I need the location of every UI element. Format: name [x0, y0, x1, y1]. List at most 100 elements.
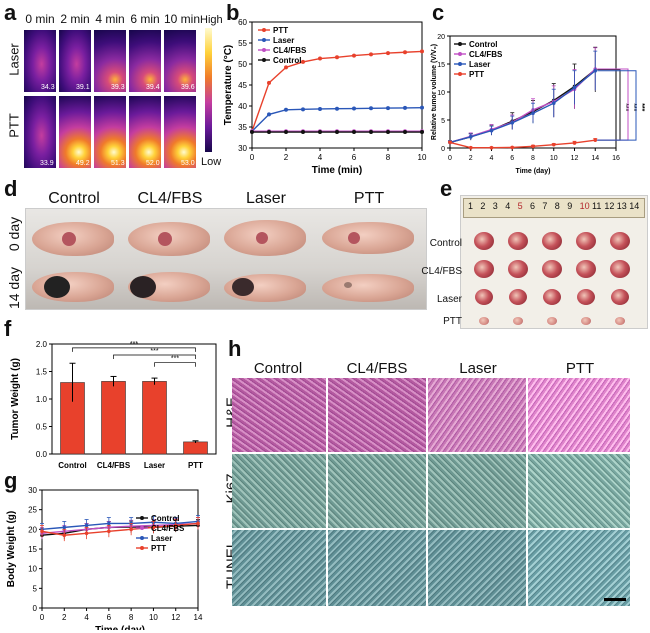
y-tick-label: 1.0	[36, 395, 48, 404]
legend-marker-laser	[458, 62, 462, 66]
scale-high-label: High	[200, 14, 223, 26]
y-tick-label: 15	[28, 545, 37, 554]
data-point-control	[352, 130, 356, 135]
x-tick-label: 4	[84, 613, 89, 622]
ruler-number: 4	[505, 201, 511, 211]
significance-bracket	[597, 69, 621, 141]
data-point-ptt	[173, 523, 178, 528]
color-scale-bar	[205, 28, 212, 152]
x-tick-label: 8	[386, 153, 391, 162]
y-tick-label: 2.0	[36, 340, 48, 349]
x-tick-label: 2	[62, 613, 67, 622]
x-tick-label: 10	[149, 613, 158, 622]
panel-label-d: d	[4, 176, 18, 201]
x-tick-label: 12	[571, 155, 579, 162]
thermal-image-laser-1	[59, 30, 91, 92]
panel-label-b: b	[226, 0, 240, 25]
tumor-laser-day14	[232, 278, 254, 296]
excised-tumor	[581, 317, 591, 325]
tumor-ptt-day0	[348, 232, 360, 244]
data-point-ptt	[301, 59, 305, 64]
data-point-laser	[531, 111, 535, 116]
excised-tumor	[615, 317, 625, 325]
group-label-cl4fbs-d: CL4/FBS	[137, 190, 203, 207]
temp-value-laser-1: 39.1	[76, 84, 90, 91]
data-point-control	[403, 130, 407, 135]
group-label-laser-d: Laser	[245, 190, 287, 207]
significance-marker: ***	[171, 356, 179, 363]
legend-marker-control	[458, 42, 462, 46]
data-point-ptt	[386, 51, 390, 56]
bar-cl4-fbs	[101, 381, 126, 455]
ruler-number: 14	[629, 201, 640, 211]
excised-tumor	[509, 289, 527, 305]
histology-tunel-cl4fbs	[328, 530, 426, 606]
legend-marker-cl4-fbs	[262, 48, 266, 52]
legend-marker-ptt	[140, 546, 144, 550]
tumor-laser-day0	[256, 232, 268, 244]
chart-g: 0 2 4 6 8 10 12 14 0 5 10 15 20 25 30 Time (day) Body We…	[6, 486, 203, 630]
bar-laser	[142, 381, 167, 455]
x-tick-label: 4	[490, 155, 494, 162]
time-label-4: 10 min	[163, 12, 201, 26]
data-point-control	[284, 130, 288, 135]
histology-tunel-ptt	[528, 530, 630, 606]
y-tick-label: 0.5	[36, 423, 48, 432]
y-axis-label: Body Weight (g)	[6, 511, 17, 587]
excised-tumor	[508, 260, 528, 278]
legend-marker-control	[140, 516, 144, 520]
legend-label-cl4-fbs: CL4/FBS	[151, 524, 185, 533]
excised-tumor	[508, 232, 528, 250]
legend-label-control: Control	[469, 40, 497, 49]
histology-ki67-ptt	[528, 454, 630, 528]
data-point-laser	[510, 121, 515, 125]
data-point-ptt	[335, 55, 339, 60]
data-point-control	[301, 130, 305, 135]
group-label-cl4fbs-h: CL4/FBS	[346, 360, 408, 377]
excised-tumor	[542, 260, 562, 278]
ruler-number: 13	[616, 201, 627, 211]
data-point-laser	[284, 107, 288, 112]
excised-tumor	[576, 232, 596, 250]
panel-label-f: f	[4, 316, 12, 341]
scale-low-label: Low	[201, 156, 222, 168]
data-point-ptt	[318, 56, 322, 61]
y-tick-label: 20	[28, 525, 37, 534]
time-label-3: 6 min	[130, 12, 160, 26]
panel-label-c: c	[432, 0, 445, 25]
excised-tumor	[611, 289, 629, 305]
row-label-cl4fbs-e: CL4/FBS	[421, 266, 462, 277]
y-tick-label: 15	[437, 62, 445, 69]
ruler-number: 10	[579, 201, 590, 211]
legend-label-cl4-fbs: CL4/FBS	[469, 50, 503, 59]
y-tick-label: 5	[33, 584, 38, 593]
excised-tumor	[547, 317, 557, 325]
group-label-ptt-d: PTT	[353, 190, 385, 207]
data-point-laser	[420, 105, 424, 110]
significance-bracket	[597, 70, 637, 141]
x-tick-label: 6	[510, 155, 514, 162]
temp-value-ptt-1: 49.2	[76, 160, 90, 167]
series-line-control	[449, 69, 596, 144]
tumor-control-day0	[62, 232, 76, 246]
data-point-ptt	[448, 140, 452, 145]
data-point-laser	[572, 85, 577, 90]
data-point-control	[420, 130, 424, 135]
x-tick-label: 14	[591, 155, 599, 162]
row-label-laser-e: Laser	[436, 294, 462, 305]
y-tick-label: 60	[238, 18, 247, 27]
y-tick-label: 25	[28, 506, 37, 515]
temp-value-ptt-0: 33.9	[40, 160, 54, 167]
thermal-image-ptt-2	[94, 96, 126, 168]
series-line-cl4-fbs	[41, 522, 199, 534]
legend-marker-laser	[262, 38, 266, 42]
x-tick-label-cl4-fbs: CL4/FBS	[97, 461, 131, 470]
x-tick-label: 10	[418, 153, 427, 162]
y-tick-label: 45	[238, 81, 247, 90]
y-tick-label: 50	[238, 60, 247, 69]
row-label-14day: 14 day	[6, 266, 22, 310]
histology-he-control	[232, 378, 326, 452]
mouse-ptt-day0	[322, 222, 414, 254]
excised-tumor	[543, 289, 561, 305]
group-label-control-d: Control	[48, 190, 100, 207]
